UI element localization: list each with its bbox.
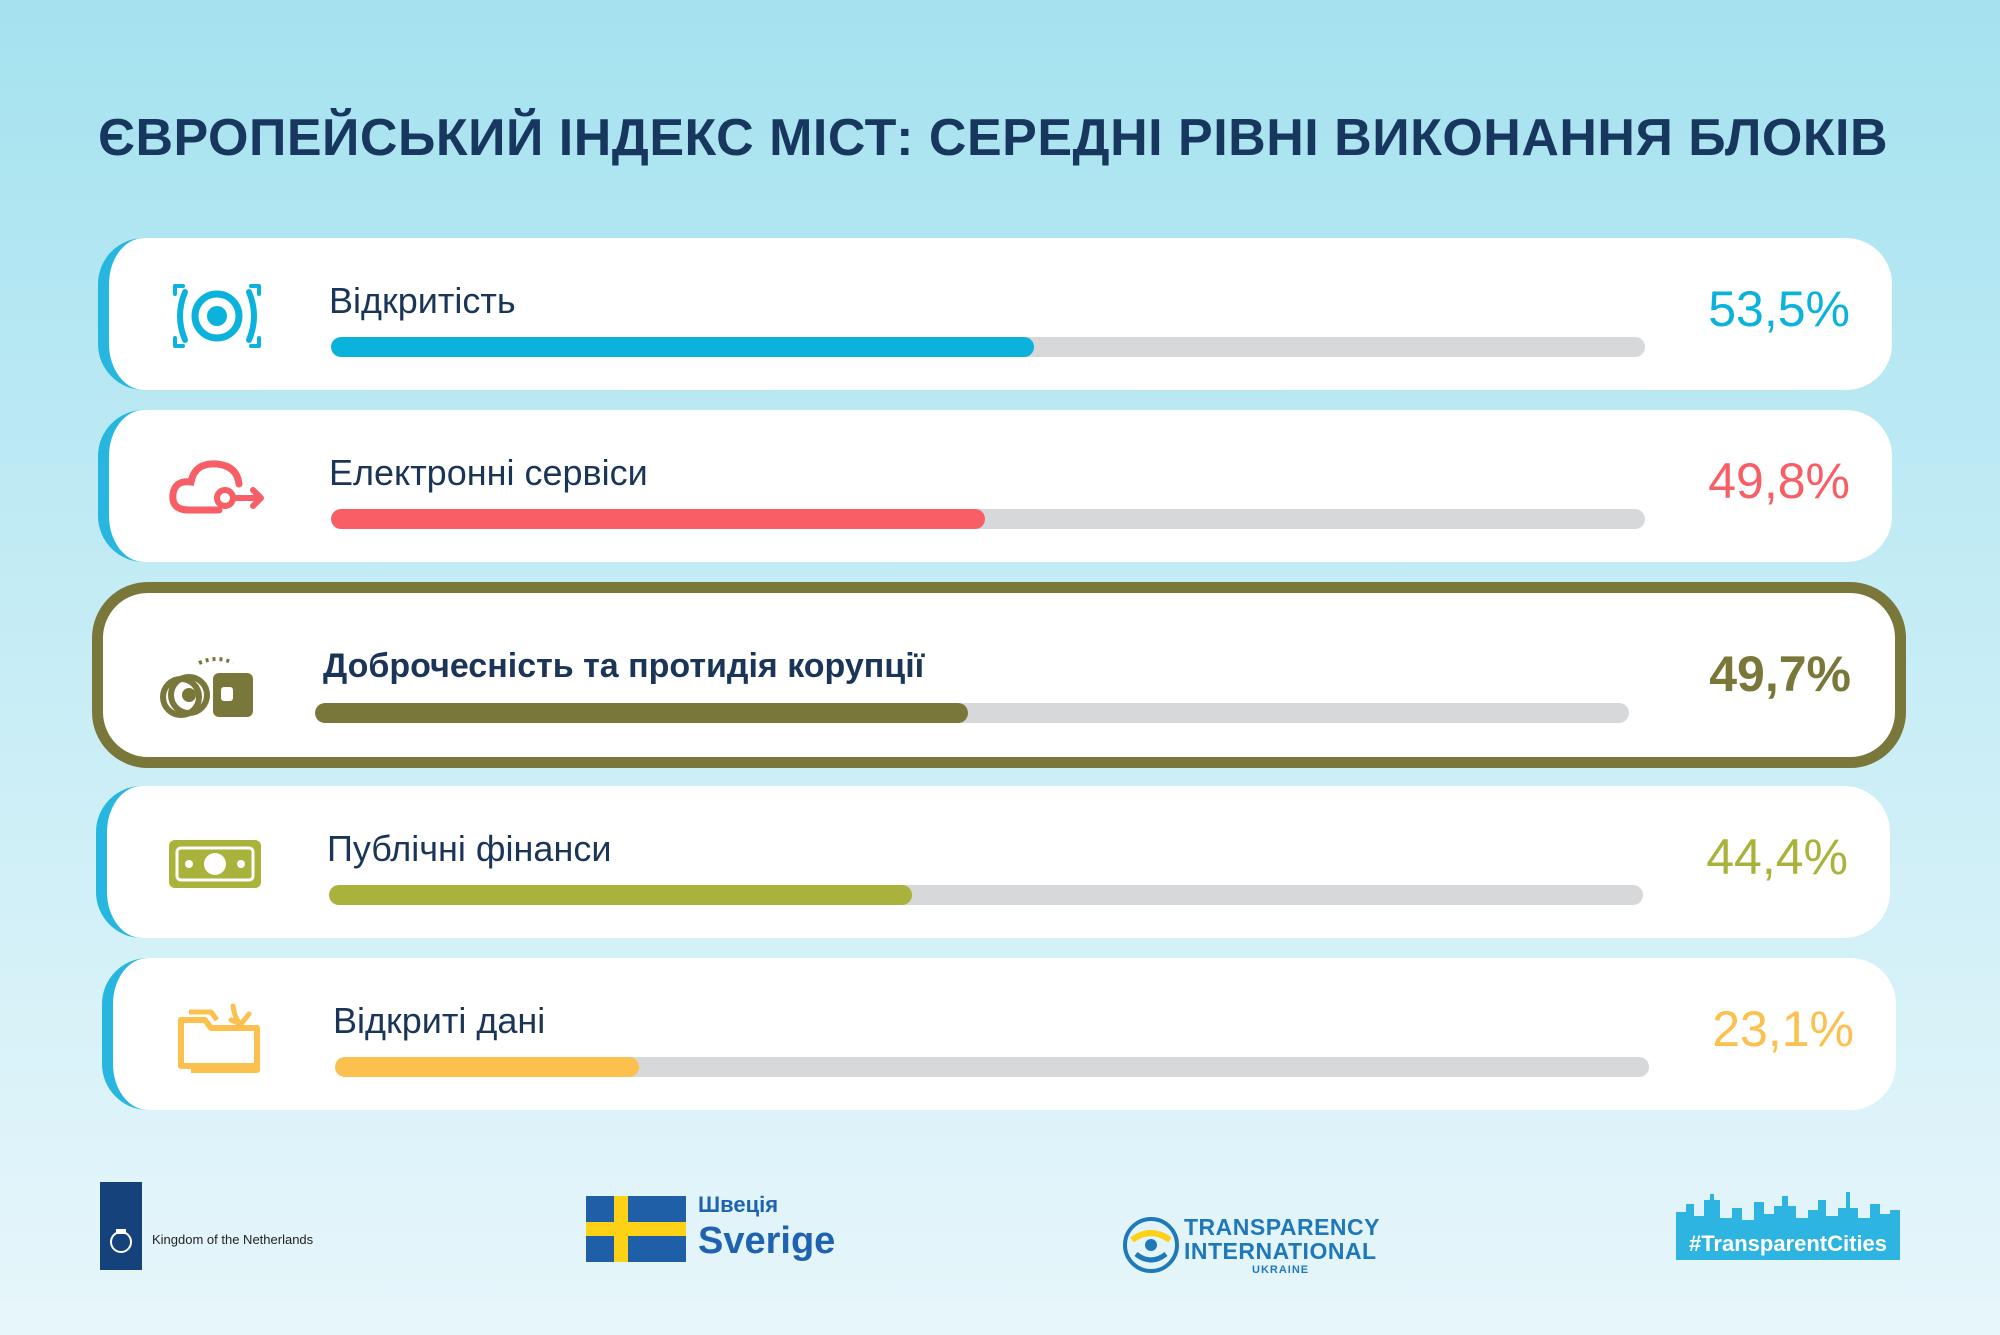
ti-logo-line2: INTERNATIONAL [1184,1238,1377,1264]
bar-fill [329,885,913,905]
folder-icon [171,998,271,1074]
bar-value-label: 44,4% [1706,829,1848,885]
bar-track [315,703,1629,723]
bar-label: Відкриті дані [333,1000,546,1041]
bar-row: Відкритість 53,5% [98,238,1892,390]
bar-value-label: 49,8% [1708,453,1850,509]
bar-track [335,1057,1649,1077]
ti-logo-line3: UKRAINE [1252,1264,1310,1276]
bar-fill [331,509,986,529]
bar-track [331,337,1645,357]
ti-logo-line1: TRANSPARENCY [1184,1214,1380,1240]
bar-fill [315,703,969,723]
transparent-cities-logo: #TransparentCities [1676,1190,1900,1262]
bar-value-label: 49,7% [1709,646,1851,702]
transparent-cities-text: #TransparentCities [1676,1228,1900,1260]
bar-row: Доброчесність та протидія корупції 49,7% [92,582,1906,768]
bar-track [331,509,1645,529]
sweden-logo-ukrainian: Швеція [698,1192,779,1217]
bar-row: Відкриті дані 23,1% [102,958,1896,1110]
sweden-logo: Швеція Sverige [586,1192,886,1272]
netherlands-logo: Kingdom of the Netherlands [100,1182,360,1270]
bar-label: Доброчесність та протидія корупції [323,647,925,685]
bar-label: Відкритість [329,280,516,321]
ti-globe-icon [1123,1217,1179,1273]
handcuffs-wallet-icon [159,649,259,725]
city-skyline-icon [1676,1192,1900,1230]
bar-label: Публічні фінанси [327,828,612,869]
netherlands-logo-text: Kingdom of the Netherlands [152,1232,314,1247]
swedish-flag-icon [586,1196,686,1262]
bar-fill [335,1057,639,1077]
transparency-international-logo: TRANSPARENCY INTERNATIONAL UKRAINE [1122,1210,1402,1282]
cloud-icon [167,450,267,526]
bar-track [329,885,1643,905]
bar-row: Електронні сервіси 49,8% [98,410,1892,562]
bar-label: Електронні сервіси [329,452,648,493]
bar-row: Публічні фінанси 44,4% [96,786,1890,938]
bar-value-label: 23,1% [1712,1001,1854,1057]
netherlands-emblem-icon [100,1182,142,1270]
bar-value-label: 53,5% [1708,281,1850,337]
banknote-icon [165,826,265,902]
chart-title: ЄВРОПЕЙСЬКИЙ ІНДЕКС МІСТ: СЕРЕДНІ РІВНІ … [98,109,1889,167]
bar-fill [331,337,1034,357]
eye-icon [167,278,267,354]
sweden-logo-swedish: Sverige [698,1220,836,1262]
